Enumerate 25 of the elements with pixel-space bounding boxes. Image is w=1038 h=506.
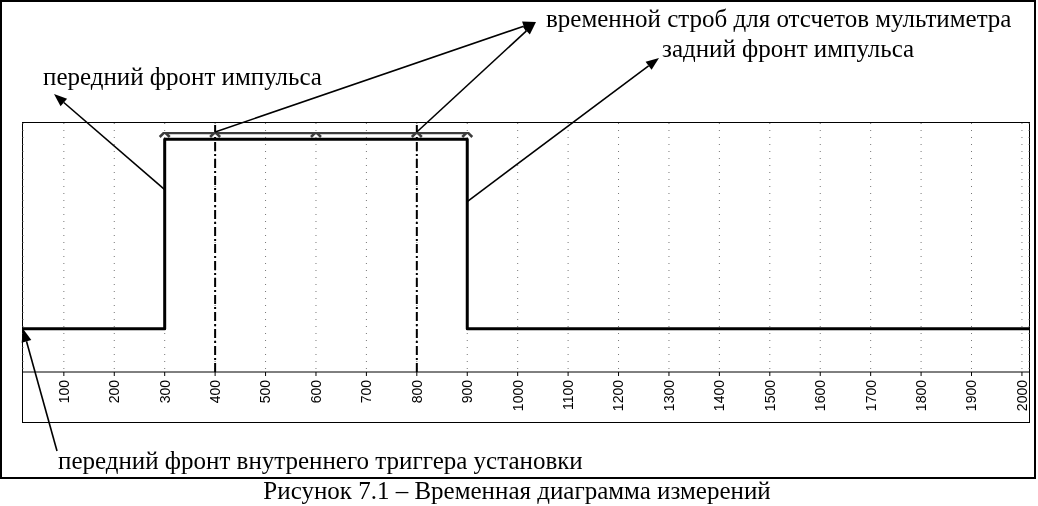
x-tick-label: 600 [307,379,324,404]
x-tick-label: 1500 [761,379,778,412]
x-tick-label: 1200 [610,379,627,412]
x-tick-label: 1400 [711,379,728,412]
x-tick-label: 300 [156,379,173,404]
x-tick-label: 700 [358,379,375,404]
x-tick-label: 1900 [963,379,980,412]
text: временной строб для отсчетов мультиметра [546,5,1012,32]
x-tick-label: 1100 [560,379,577,411]
x-tick-label: 1800 [912,379,929,412]
text: Рисунок 7.1 – Временная диаграмма измерений [263,477,771,504]
x-tick-label: 200 [106,379,123,404]
annotation: задний фронт импульса [662,35,915,62]
x-tick-label: 1700 [862,379,879,412]
x-tick-label: 2000 [1013,379,1030,412]
x-tick-label: 900 [459,379,476,404]
x-tick-label: 500 [257,379,274,404]
annotation: передний фронт импульса [43,63,322,90]
x-tick-label: 1000 [509,379,526,412]
text: передний фронт внутреннего триггера установки [58,447,583,474]
x-tick-label: 400 [207,379,224,404]
x-tick-label: 100 [55,379,72,404]
x-tick-label: 800 [408,379,425,404]
x-tick-label: 1600 [812,379,829,412]
x-tick-label: 1300 [660,379,677,412]
